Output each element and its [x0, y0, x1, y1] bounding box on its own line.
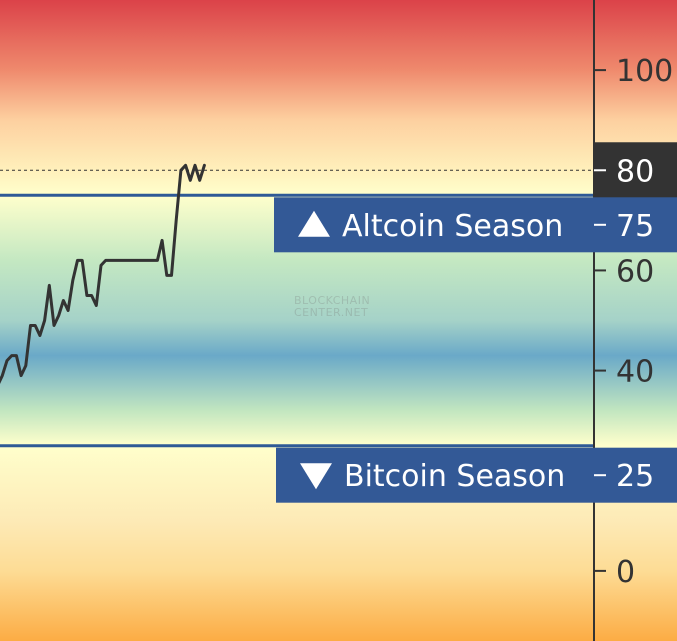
- y-tick-label-2: 40: [616, 355, 654, 390]
- y-tick-label-3: 60: [616, 254, 654, 289]
- current-value-badge: [594, 142, 677, 199]
- threshold-label-1: Bitcoin Season: [344, 459, 565, 494]
- watermark-line-2: CENTER.NET: [294, 306, 369, 319]
- y-tick-label-4: 100: [616, 54, 673, 89]
- threshold-banner-bg-0: [274, 197, 677, 253]
- current-value-label: 80: [616, 154, 654, 189]
- threshold-banner-0: Altcoin Season 75: [274, 197, 677, 253]
- y-tick-label-0: 0: [616, 555, 635, 590]
- triangle-up-icon: [298, 210, 330, 237]
- threshold-value-0: 75: [616, 209, 654, 244]
- series-line: [0, 163, 206, 385]
- threshold-banner-1: Bitcoin Season 25: [276, 447, 677, 503]
- triangle-down-icon: [300, 463, 332, 490]
- threshold-value-1: 25: [616, 459, 654, 494]
- watermark: BLOCKCHAIN CENTER.NET: [294, 295, 370, 319]
- threshold-label-0: Altcoin Season: [342, 209, 563, 244]
- watermark-line-1: BLOCKCHAIN: [294, 294, 371, 307]
- threshold-banner-bg-1: [276, 447, 677, 503]
